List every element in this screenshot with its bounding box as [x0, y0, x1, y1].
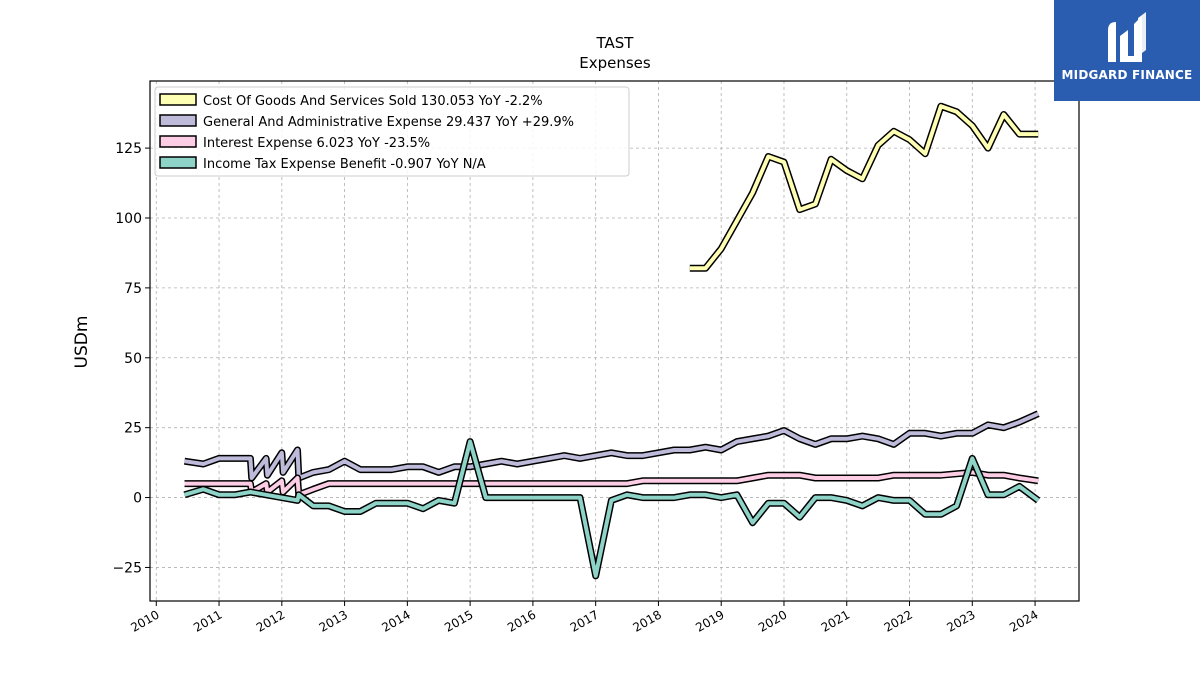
series-lines: [183, 102, 1041, 580]
plot-frame: [149, 80, 1080, 602]
series-line-general-and-administrative-expense: [184, 411, 1040, 480]
x-tick-label: 2013: [317, 607, 350, 634]
chart-subtitle: Expenses: [579, 54, 651, 72]
legend-label: Interest Expense 6.023 YoY -23.5%: [203, 136, 430, 151]
legend-swatch: [159, 156, 197, 169]
x-tick-label: 2011: [191, 607, 224, 634]
midgard-logo-icon: [1108, 12, 1146, 62]
y-tick-label: 50: [124, 351, 142, 367]
y-axis-label: USDm: [72, 316, 92, 369]
brand-name: MIDGARD FINANCE: [1061, 68, 1193, 82]
x-tick-label: 2017: [568, 607, 601, 634]
legend-label: Cost Of Goods And Services Sold 130.053 …: [203, 94, 543, 109]
legend-swatch: [159, 114, 197, 127]
legend-swatch: [159, 135, 197, 148]
brand-logo: MIDGARD FINANCE: [1054, 0, 1200, 101]
axis-ticks: −25 0 25 50 75 100 125 2010 2011 2012 2013 2014 2015…: [112, 141, 1040, 635]
legend: Cost Of Goods And Services Sold 130.053 …: [154, 86, 630, 177]
chart-title: TAST: [596, 34, 635, 52]
series-outline-general-and-administrative-expense: [183, 410, 1040, 482]
x-tick-label: 2022: [882, 607, 915, 634]
x-tick-label: 2010: [128, 607, 161, 634]
x-tick-label: 2012: [254, 607, 287, 634]
y-tick-label: 0: [133, 491, 142, 507]
x-tick-label: 2019: [693, 607, 726, 634]
series-line-interest-expense: [184, 470, 1039, 497]
legend-swatch: [159, 93, 197, 106]
x-tick-label: 2023: [944, 607, 977, 634]
x-tick-label: 2020: [756, 607, 789, 634]
y-tick-label: −25: [112, 560, 142, 576]
series-line-cost-of-goods-and-services-sold: [689, 104, 1039, 271]
y-tick-label: 25: [124, 421, 142, 437]
legend-label: Income Tax Expense Benefit -0.907 YoY N/…: [203, 157, 486, 172]
y-tick-label: 75: [124, 281, 142, 297]
x-tick-label: 2018: [630, 607, 663, 634]
legend-label: General And Administrative Expense 29.43…: [203, 115, 574, 130]
x-tick-label: 2021: [819, 607, 852, 634]
x-tick-label: 2015: [442, 607, 475, 634]
y-tick-label: 125: [115, 141, 142, 157]
series-outline-cost-of-goods-and-services-sold: [689, 102, 1039, 272]
x-tick-label: 2016: [505, 607, 538, 634]
y-tick-label: 100: [115, 211, 142, 227]
legend-frame: [154, 86, 630, 177]
x-tick-label: 2024: [1007, 607, 1040, 634]
x-tick-label: 2014: [379, 607, 412, 634]
series-line-income-tax-expense-benefit: [183, 439, 1040, 578]
